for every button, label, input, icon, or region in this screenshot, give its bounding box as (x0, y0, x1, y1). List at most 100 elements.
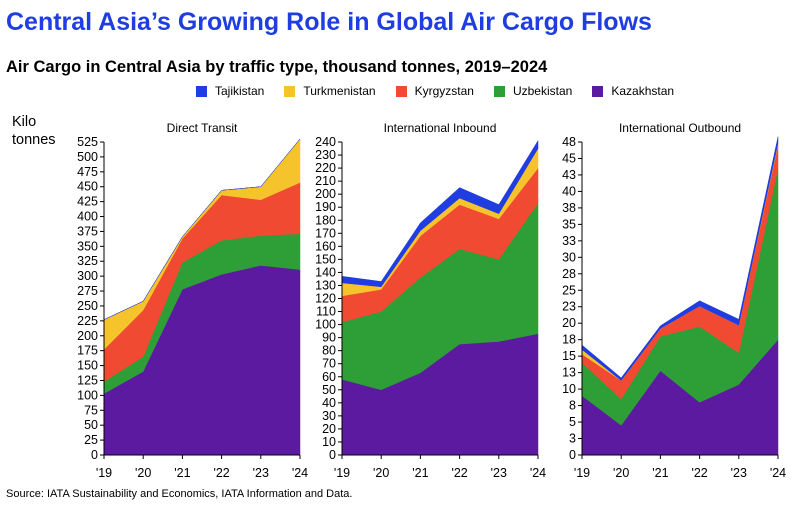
y-tick-label: 70 (322, 357, 336, 371)
y-tick-label: 125 (77, 374, 98, 388)
x-tick-label: '19 (334, 466, 350, 480)
y-tick-label: 170 (315, 226, 336, 240)
area-international-inbound-tajikistan (341, 139, 539, 288)
y-tick-label: 50 (322, 383, 336, 397)
legend-item-turkmenistan: Turkmenistan (284, 84, 376, 98)
x-tick-label: '20 (135, 466, 151, 480)
x-tick-label: '23 (731, 466, 747, 480)
legend-item-kyrgyzstan: Kyrgyzstan (395, 84, 474, 98)
y-tick-label: 150 (315, 252, 336, 266)
area-international-outbound-tajikistan (581, 136, 779, 381)
y-tick-label: 220 (315, 161, 336, 175)
y-tick-label: 50 (84, 418, 98, 432)
y-tick-label: 3 (569, 432, 576, 446)
y-tick-label: 100 (315, 318, 336, 332)
y-tick-label: 350 (77, 239, 98, 253)
y-tick-label: 5 (569, 415, 576, 429)
panel-title-international-outbound: International Outbound (619, 121, 741, 135)
y-tick-label: 200 (77, 329, 98, 343)
y-tick-label: 500 (77, 150, 98, 164)
y-tick-label: 100 (77, 388, 98, 402)
y-tick-label: 35 (562, 217, 576, 231)
y-tick-label: 43 (562, 168, 576, 182)
x-tick-label: '21 (412, 466, 428, 480)
y-tick-label: 325 (77, 254, 98, 268)
y-tick-label: 10 (322, 435, 336, 449)
y-tick-label: 175 (77, 344, 98, 358)
x-tick-label: '23 (253, 466, 269, 480)
y-axis-unit-label: Kilo tonnes (12, 113, 56, 149)
y-tick-label: 23 (562, 300, 576, 314)
y-tick-label: 20 (322, 422, 336, 436)
page-title: Central Asia’s Growing Role in Global Ai… (6, 8, 652, 36)
y-tick-label: 10 (562, 382, 576, 396)
y-tick-label: 450 (77, 180, 98, 194)
y-tick-label: 300 (77, 269, 98, 283)
source-note: Source: IATA Sustainability and Economic… (6, 488, 353, 500)
legend-swatch-tajikistan (196, 85, 207, 97)
y-tick-label: 60 (322, 370, 336, 384)
y-tick-label: 150 (77, 359, 98, 373)
chart-subtitle: Air Cargo in Central Asia by traffic typ… (6, 58, 548, 76)
y-tick-label: 240 (315, 135, 336, 149)
y-tick-label: 275 (77, 284, 98, 298)
legend-label-kyrgyzstan: Kyrgyzstan (414, 84, 474, 98)
legend-swatch-uzbekistan (493, 85, 505, 97)
y-tick-label: 28 (562, 267, 576, 281)
y-tick-label: 25 (562, 283, 576, 297)
y-tick-label: 40 (322, 396, 336, 410)
x-tick-label: '22 (213, 466, 229, 480)
y-tick-label: 15 (562, 349, 576, 363)
y-tick-label: 375 (77, 224, 98, 238)
y-tick-label: 20 (562, 316, 576, 330)
legend-item-kazakhstan: Kazakhstan (592, 84, 674, 98)
y-tick-label: 120 (315, 292, 336, 306)
y-tick-label: 18 (562, 333, 576, 347)
y-tick-label: 13 (562, 366, 576, 380)
x-tick-label: '19 (96, 466, 112, 480)
y-tick-label: 45 (562, 152, 576, 166)
x-tick-label: '22 (691, 466, 707, 480)
y-tick-label: 30 (322, 409, 336, 423)
unit-label-line1: Kilo (12, 114, 37, 130)
area-direct-transit-tajikistan (103, 138, 301, 320)
y-tick-label: 0 (91, 448, 98, 462)
x-tick-label: '22 (451, 466, 467, 480)
x-tick-label: '24 (292, 466, 308, 480)
legend-swatch-kazakhstan (592, 85, 604, 97)
panel-title-direct-transit: Direct Transit (167, 121, 238, 135)
y-tick-label: 180 (315, 213, 336, 227)
y-tick-label: 40 (562, 184, 576, 198)
y-tick-label: 0 (569, 448, 576, 462)
y-tick-label: 30 (562, 250, 576, 264)
x-tick-label: '20 (373, 466, 389, 480)
unit-label-line2: tonnes (12, 132, 56, 148)
y-tick-label: 130 (315, 279, 336, 293)
x-tick-label: '24 (770, 466, 786, 480)
y-tick-label: 25 (84, 433, 98, 447)
y-tick-label: 33 (562, 234, 576, 248)
y-tick-label: 250 (77, 299, 98, 313)
y-tick-label: 75 (84, 403, 98, 417)
y-tick-label: 48 (562, 135, 576, 149)
x-tick-label: '19 (574, 466, 590, 480)
y-tick-label: 210 (315, 174, 336, 188)
legend-label-turkmenistan: Turkmenistan (303, 84, 376, 98)
legend-item-uzbekistan: Uzbekistan (493, 84, 573, 98)
y-tick-label: 8 (569, 399, 576, 413)
legend-label-uzbekistan: Uzbekistan (512, 84, 573, 98)
x-tick-label: '20 (613, 466, 629, 480)
y-tick-label: 90 (322, 331, 336, 345)
y-tick-label: 190 (315, 200, 336, 214)
y-tick-label: 425 (77, 195, 98, 209)
legend-label-tajikistan: Tajikistan (215, 84, 265, 98)
y-tick-label: 80 (322, 344, 336, 358)
legend-label-kazakhstan: Kazakhstan (611, 84, 675, 98)
y-tick-label: 225 (77, 314, 98, 328)
y-tick-label: 0 (329, 448, 336, 462)
y-tick-label: 400 (77, 210, 98, 224)
y-tick-label: 200 (315, 187, 336, 201)
y-tick-label: 230 (315, 148, 336, 162)
legend-item-tajikistan: Tajikistan (196, 84, 264, 98)
